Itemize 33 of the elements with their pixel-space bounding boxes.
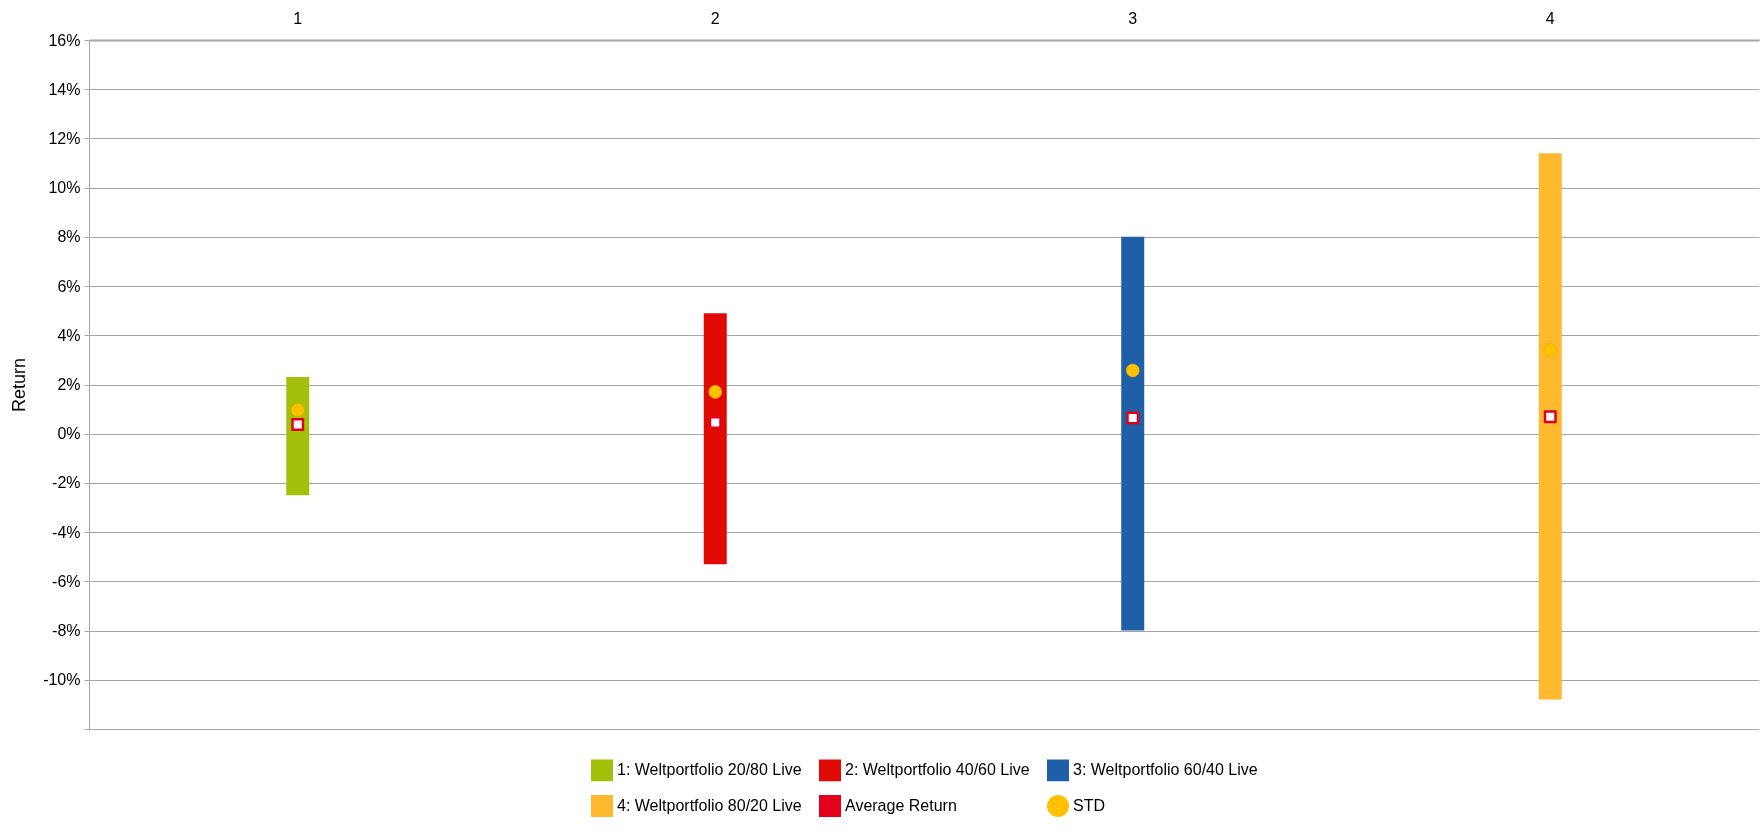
y-tick-label: -2% xyxy=(52,474,81,492)
y-tick-label: -6% xyxy=(52,572,81,590)
y-tick-label: -4% xyxy=(52,523,81,541)
x-tick-label: 1 xyxy=(293,9,303,27)
legend-label: Average Return xyxy=(845,797,957,814)
point xyxy=(1543,343,1558,357)
legend-label: 4: Weltportfolio 80/20 Live xyxy=(617,797,802,814)
point xyxy=(708,385,723,399)
y-tick-label: 16% xyxy=(48,31,81,49)
point xyxy=(1125,363,1140,378)
y-axis-title: Return xyxy=(9,357,30,413)
y-tick-label: 10% xyxy=(48,179,81,197)
x-tick-label: 3 xyxy=(1128,9,1138,27)
point xyxy=(708,415,722,429)
y-tick-label: -8% xyxy=(52,622,81,640)
y-tick-label: 12% xyxy=(48,129,81,147)
x-tick-label: 2 xyxy=(710,9,720,27)
legend-label: STD xyxy=(1073,797,1105,814)
y-tick-label: 2% xyxy=(57,376,81,393)
y-tick-label: 8% xyxy=(57,228,81,246)
y-tick-label: -10% xyxy=(43,671,81,689)
legend-label: 2: Weltportfolio 40/60 Live xyxy=(845,761,1030,779)
point xyxy=(291,418,305,432)
point xyxy=(1126,411,1140,425)
y-tick-label: 0% xyxy=(57,425,81,443)
legend-label: 3: Weltportfolio 60/40 Live xyxy=(1073,761,1258,779)
y-tick-label: 14% xyxy=(48,80,81,98)
legend-label: 1: Weltportfolio 20/80 Live xyxy=(617,761,802,779)
y-tick-label: 6% xyxy=(57,277,81,295)
y-tick-label: 4% xyxy=(57,326,81,344)
x-tick-label: 4 xyxy=(1545,9,1555,27)
point xyxy=(1543,410,1557,424)
point xyxy=(290,403,305,417)
